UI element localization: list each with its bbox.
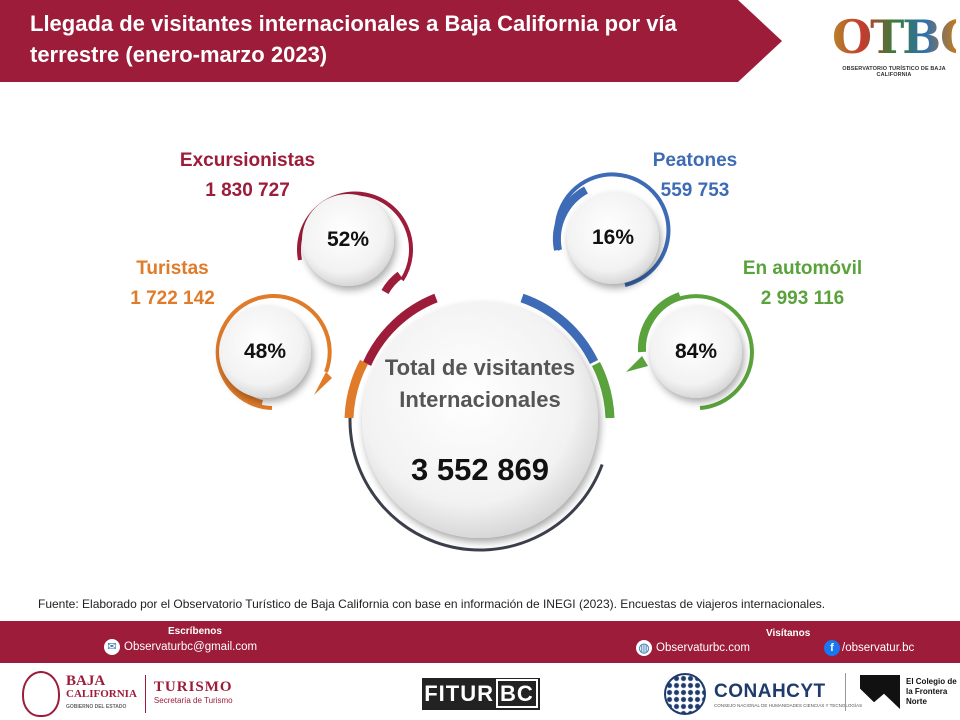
fitur-text: FITUR	[424, 681, 494, 706]
turistas-label-block: Turistas 1 722 142	[100, 254, 245, 314]
turismo-text: TURISMO	[153, 679, 233, 695]
facebook-link[interactable]: f /observatur.bc	[824, 640, 914, 656]
fitur-bc-text: BC	[495, 679, 538, 708]
peatones-arc	[554, 172, 671, 287]
colef-divider	[845, 673, 846, 711]
total-arc-automovil	[591, 361, 615, 419]
excursionistas-disc	[302, 194, 394, 286]
fitur-bc-logo: FITUR BC	[422, 678, 540, 710]
total-value: 3 552 869	[411, 452, 549, 487]
peatones-percent: 16%	[591, 226, 635, 249]
colef-mark-icon	[860, 675, 900, 709]
excursionistas-percent: 52%	[326, 228, 370, 251]
facebook-text: /observatur.bc	[842, 642, 915, 654]
peatones-label: Peatones	[652, 150, 738, 171]
email-text: Observaturbc@gmail.com	[124, 641, 258, 653]
automovil-circle	[626, 292, 754, 410]
automovil-percent: 84%	[674, 340, 718, 363]
turistas-circle	[215, 294, 332, 410]
total-arc-peatones	[520, 293, 599, 365]
turistas-label: Turistas	[136, 258, 209, 279]
total-disc	[362, 302, 598, 538]
colef-text: El Colegio de la Frontera Norte	[906, 677, 957, 706]
otbc-logo-subtitle: OBSERVATORIO TURÍSTICO DE BAJA CALIFORNI…	[842, 66, 946, 78]
page-title: Llegada de visitantes internacionales a …	[30, 11, 677, 67]
total-arc-turistas	[344, 359, 369, 419]
automovil-value: 2 993 116	[760, 288, 845, 309]
conahcyt-text: CONAHCYT	[714, 680, 826, 702]
conahcyt-dots-icon	[664, 673, 706, 715]
bc-name-1: BAJA	[66, 672, 106, 689]
website-link[interactable]: ◍ Observaturbc.com	[636, 640, 750, 656]
otbc-logo-text: OTBC	[832, 10, 960, 64]
bc-seal-icon	[22, 671, 60, 717]
excursionistas-label-block: Excursionistas 1 830 727	[160, 146, 335, 206]
title-banner-shape	[0, 0, 782, 82]
total-circle	[344, 288, 615, 552]
partner-logos: BAJA CALIFORNIA GOBIERNO DEL ESTADO TURI…	[0, 663, 960, 720]
conahcyt-sub: CONSEJO NACIONAL DE HUMANIDADES CIENCIAS…	[714, 702, 863, 708]
automovil-label: En automóvil	[742, 258, 863, 279]
colef-logo: El Colegio de la Frontera Norte	[845, 673, 960, 711]
excursionistas-label: Excursionistas	[179, 150, 316, 171]
total-circle-outline	[348, 288, 612, 552]
bc-divider	[144, 675, 146, 713]
peatones-value: 559 753	[660, 180, 730, 201]
conahcyt-logo: CONAHCYT CONSEJO NACIONAL DE HUMANIDADES…	[664, 673, 862, 715]
turistas-value: 1 722 142	[130, 288, 215, 309]
excursionistas-value: 1 830 727	[205, 180, 290, 201]
turistas-disc	[219, 306, 311, 398]
email-link[interactable]: ✉ Observaturbc@gmail.com	[104, 639, 257, 655]
mail-icon: ✉	[104, 639, 120, 655]
peatones-disc	[567, 192, 659, 284]
total-label: Total de visitantes Internacionales	[384, 355, 576, 412]
automovil-label-block: En automóvil 2 993 116	[715, 254, 890, 314]
otbc-logo: OTBC OBSERVATORIO TURÍSTICO DE BAJA CALI…	[832, 8, 960, 80]
turismo-sub: Secretaría de Turismo	[153, 696, 233, 705]
write-us-label: Escríbenos	[168, 626, 222, 637]
bc-name-3: GOBIERNO DEL ESTADO	[66, 703, 127, 710]
visitor-infographic	[215, 172, 754, 552]
bc-name-2: CALIFORNIA	[66, 687, 137, 700]
baja-california-logo: BAJA CALIFORNIA GOBIERNO DEL ESTADO TURI…	[22, 671, 233, 717]
title-banner: Llegada de visitantes internacionales a …	[0, 0, 782, 82]
excursionistas-circle	[297, 191, 413, 295]
turistas-percent: 48%	[243, 340, 287, 363]
contact-bar: Escríbenos ✉ Observaturbc@gmail.com Visí…	[0, 621, 960, 663]
automovil-disc	[650, 306, 742, 398]
facebook-icon: f	[824, 640, 840, 656]
peatones-circle	[552, 172, 671, 287]
peatones-label-block: Peatones 559 753	[620, 146, 770, 206]
excursionistas-arc	[297, 191, 413, 282]
total-arc-excursionistas	[362, 293, 438, 366]
website-text: Observaturbc.com	[656, 642, 750, 654]
visit-us-label: Visítanos	[766, 628, 811, 639]
globe-icon: ◍	[636, 640, 652, 656]
source-note: Fuente: Elaborado por el Observatorio Tu…	[38, 597, 826, 611]
